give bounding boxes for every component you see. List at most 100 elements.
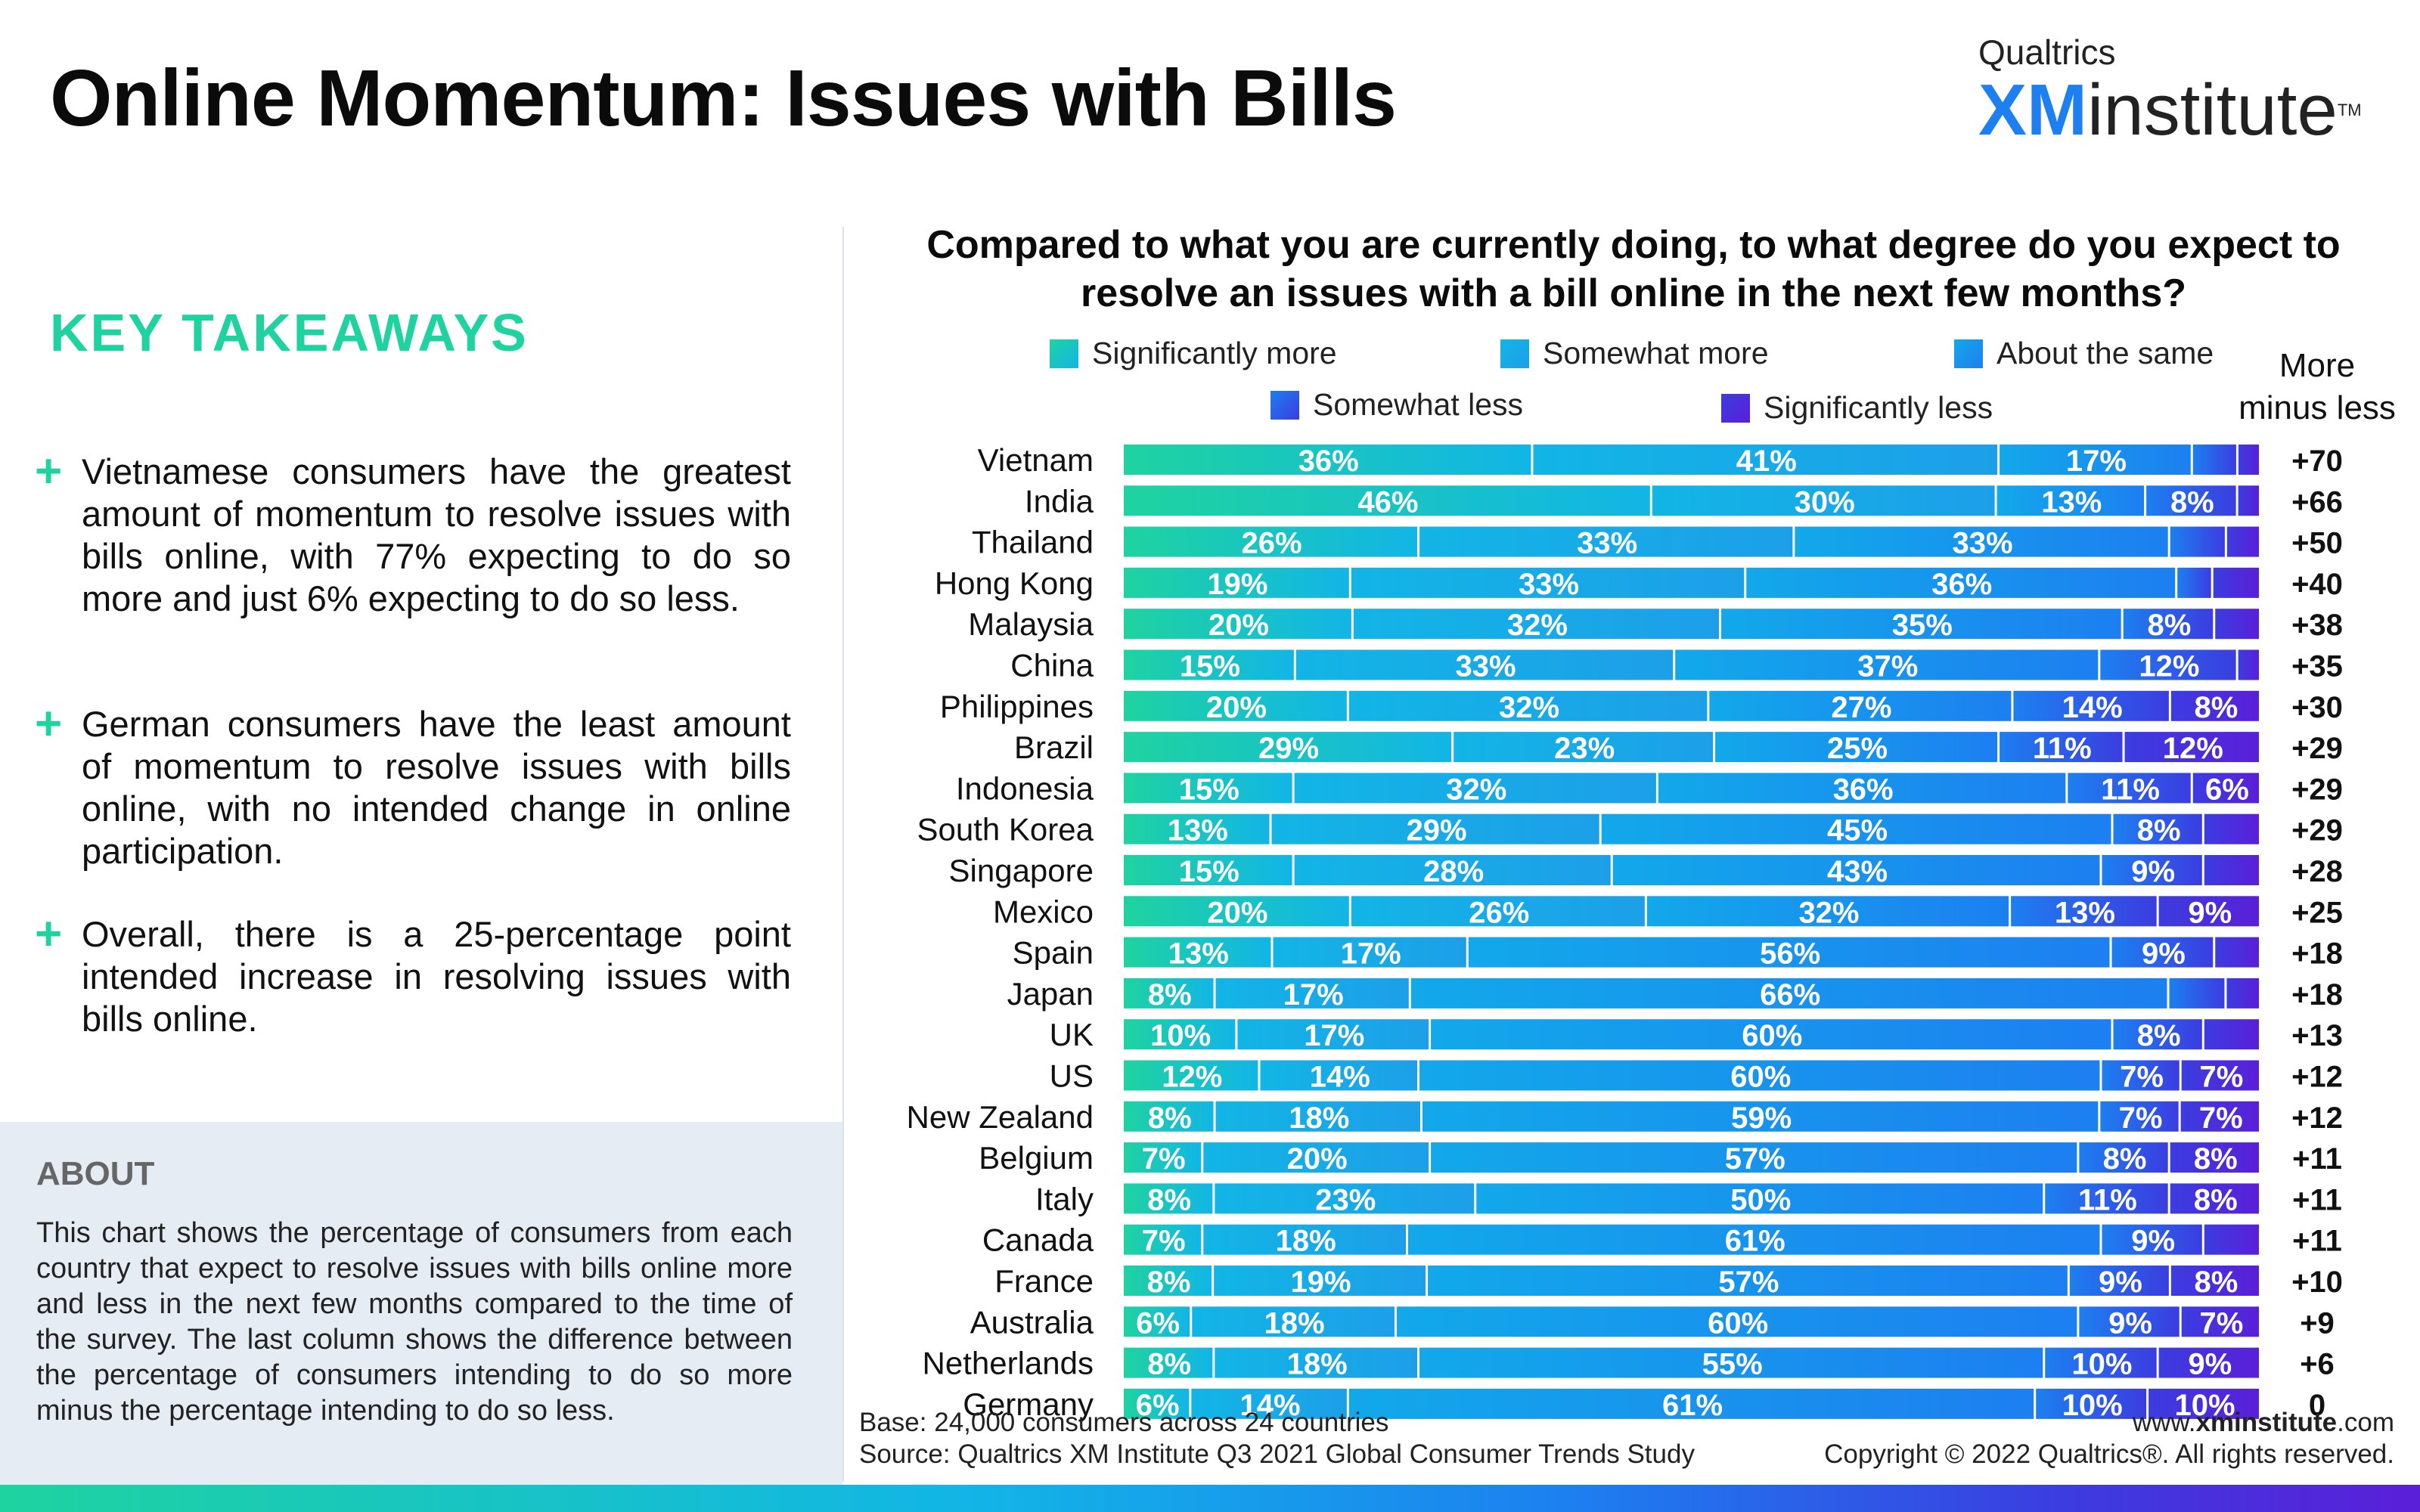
- bar-segment: [2102, 1224, 2202, 1255]
- data-label: 29%: [1258, 732, 1319, 765]
- takeaway-item: + Overall, there is a 25-percentage poin…: [35, 908, 791, 1040]
- data-label: 35%: [1892, 609, 1953, 642]
- bar-segment: [2181, 1060, 2259, 1091]
- data-label: 20%: [1207, 896, 1267, 929]
- bar-segment: [1192, 1306, 1395, 1337]
- data-label: 56%: [1760, 937, 1820, 971]
- data-label: 12%: [2139, 650, 2199, 683]
- bar-segment: [1124, 1266, 1212, 1296]
- bar-segment: [2011, 896, 2157, 927]
- data-label: 8%: [1148, 1101, 1192, 1135]
- bar-segment: [2181, 1306, 2259, 1337]
- bar-segment: [1124, 732, 1452, 763]
- data-label: 30%: [1795, 485, 1855, 519]
- data-label: 61%: [1662, 1389, 1723, 1422]
- net-value: +11: [2292, 1142, 2342, 1176]
- bar-segment: [1215, 1347, 1418, 1378]
- bar-segment: [1124, 1347, 1213, 1378]
- bar-segment: [2124, 732, 2259, 763]
- category-label-australia: Australia: [970, 1304, 1094, 1340]
- data-label: 36%: [1298, 445, 1359, 478]
- category-label-mexico: Mexico: [993, 894, 1094, 929]
- data-label: 6%: [1136, 1389, 1180, 1422]
- data-label: 8%: [2194, 1183, 2238, 1216]
- bar-segment: [1351, 567, 1745, 598]
- category-label-malaysia: Malaysia: [968, 606, 1094, 642]
- bar-segment: [1652, 485, 1995, 516]
- bar-segment: [1124, 1142, 1202, 1173]
- data-label: 8%: [2195, 691, 2238, 724]
- bar-segment: [2238, 445, 2259, 475]
- bar-segment: [2123, 609, 2214, 640]
- data-label: 18%: [1287, 1348, 1348, 1381]
- bar-segment: [1124, 1019, 1236, 1050]
- data-label: 7%: [2199, 1101, 2243, 1135]
- data-label: 9%: [2099, 1266, 2142, 1299]
- bar-segment: [2100, 649, 2236, 680]
- data-label: 60%: [1730, 1061, 1791, 1094]
- data-label: 14%: [2062, 691, 2123, 724]
- bar-segment: [1215, 1101, 1420, 1132]
- bar-segment: [2180, 1101, 2259, 1132]
- footer-website[interactable]: www.xminstitute.com: [2133, 1408, 2394, 1438]
- data-label: 41%: [1736, 445, 1797, 478]
- data-label: 7%: [2119, 1101, 2163, 1135]
- bar-segment: [2192, 773, 2259, 804]
- brand-logo: Qualtrics XMinstituteTM: [1978, 32, 2362, 147]
- legend-somewhat-more: Somewhat more: [1500, 336, 1769, 371]
- net-value: 0: [2309, 1389, 2325, 1422]
- bar-segment: [2045, 1183, 2168, 1214]
- category-label-new-zealand: New Zealand: [907, 1099, 1094, 1135]
- bar-segment: [1273, 937, 1466, 968]
- data-label: 10%: [1150, 1019, 1211, 1052]
- brand-xm: XM: [1978, 70, 2087, 150]
- bar-segment: [2113, 1019, 2202, 1050]
- data-label: 17%: [1341, 937, 1401, 971]
- brand-institute: institute: [2087, 70, 2338, 150]
- net-value: +12: [2291, 1061, 2343, 1094]
- bar-segment: [2215, 609, 2259, 640]
- data-label: 60%: [1708, 1306, 1768, 1340]
- net-value: +29: [2291, 732, 2343, 765]
- data-label: 19%: [1207, 568, 1267, 601]
- bar-segment: [1431, 1019, 2111, 1050]
- net-value: +10: [2291, 1266, 2343, 1299]
- bar-segment: [1124, 1183, 1213, 1214]
- category-label-brazil: Brazil: [1014, 730, 1094, 765]
- bar-segment: [1410, 978, 2167, 1009]
- data-label: 19%: [1291, 1266, 1351, 1299]
- chart-title: Compared to what you are currently doing…: [926, 223, 2341, 315]
- bar-segment: [1124, 896, 1349, 927]
- data-label: 17%: [1283, 978, 1344, 1012]
- data-label: 43%: [1827, 855, 1888, 888]
- net-value: +35: [2291, 650, 2343, 683]
- data-label: 6%: [1136, 1306, 1180, 1340]
- bar-segment: [1215, 978, 1409, 1009]
- data-label: 11%: [2033, 732, 2092, 765]
- bottom-gradient-bar: [0, 1485, 2420, 1512]
- data-label: 8%: [1147, 1348, 1191, 1381]
- data-label: 33%: [1519, 568, 1579, 601]
- about-heading: ABOUT: [36, 1155, 155, 1192]
- bar-segment: [1746, 567, 2176, 598]
- category-label-thailand: Thailand: [972, 525, 1094, 560]
- data-label: 9%: [2131, 855, 2175, 888]
- bar-segment: [1124, 813, 1270, 844]
- data-label: 32%: [1446, 773, 1506, 806]
- bar-segment: [1124, 1388, 1190, 1419]
- data-label: 26%: [1469, 896, 1529, 929]
- data-label: 11%: [2101, 773, 2160, 806]
- bar-segment: [1124, 649, 1294, 680]
- bar-segment: [1422, 1101, 2099, 1132]
- bar-segment: [1351, 896, 1645, 927]
- data-label: 17%: [2066, 445, 2127, 478]
- plus-icon: +: [35, 908, 63, 960]
- legend-label: Significantly less: [1764, 390, 1993, 425]
- data-label: 9%: [2188, 1348, 2232, 1381]
- data-label: 37%: [1857, 650, 1918, 683]
- data-label: 25%: [1827, 732, 1888, 765]
- data-label: 23%: [1554, 732, 1615, 765]
- brand-qualtrics: Qualtrics: [1978, 33, 2116, 72]
- bar-segment: [1476, 1183, 2043, 1214]
